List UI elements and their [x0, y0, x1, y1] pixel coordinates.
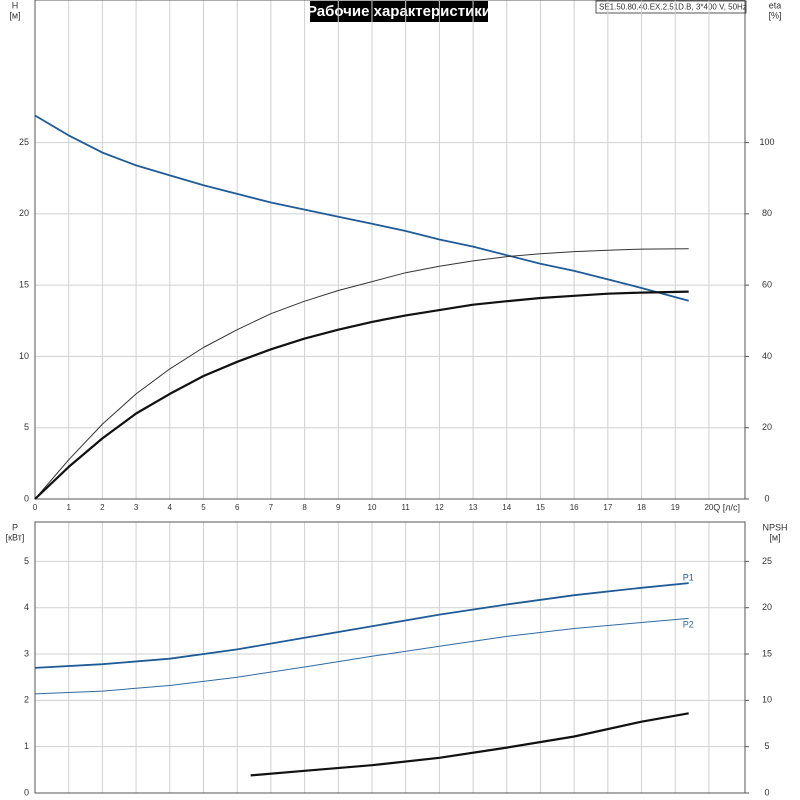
curve [34, 617, 689, 695]
x-tick-label: 8 [302, 503, 307, 512]
y-axis-label: P [12, 522, 18, 532]
y-axis-unit: [кВт] [6, 532, 25, 542]
x-tick-label: 6 [235, 503, 240, 512]
y-tick-label: 10 [19, 351, 29, 361]
x-tick-label: 9 [336, 503, 341, 512]
y-axis-label: H [12, 0, 19, 10]
y2-tick-label: 5 [764, 741, 769, 751]
x-tick-label: 10 [368, 503, 377, 512]
x-tick-label: 14 [502, 503, 511, 512]
x-tick-label: 11 [402, 503, 411, 512]
y2-axis-unit: [%] [768, 10, 781, 20]
x-tick-label: 18 [637, 503, 646, 512]
curve [34, 114, 689, 302]
y2-tick-label: 0 [764, 493, 769, 503]
x-tick-label: 20 [704, 503, 713, 512]
plot-frame [34, 0, 746, 500]
x-tick-label: 12 [435, 503, 444, 512]
x-tick-label: 19 [671, 503, 680, 512]
title-box [310, 1, 488, 22]
plot-frame [34, 521, 746, 794]
y2-tick-label: 40 [762, 351, 772, 361]
chart-title: Рабочие характеристики [307, 3, 491, 20]
y-tick-label: 15 [19, 280, 29, 290]
x-tick-label: 13 [469, 503, 478, 512]
y2-tick-label: 10 [762, 695, 772, 705]
legend-label: P2 [683, 620, 694, 630]
y-tick-label: 0 [24, 493, 29, 503]
x-tick-label: 0 [33, 503, 38, 512]
curve [250, 712, 689, 777]
y2-tick-label: 60 [762, 280, 772, 290]
y-tick-label: 3 [24, 648, 29, 658]
y2-tick-label: 100 [759, 137, 774, 147]
y2-tick-label: 80 [762, 208, 772, 218]
y-tick-label: 2 [24, 695, 29, 705]
x-tick-label: 2 [100, 503, 105, 512]
y2-tick-label: 15 [762, 648, 772, 658]
y2-tick-label: 20 [762, 602, 772, 612]
y-tick-label: 0 [24, 787, 29, 797]
x-tick-label: 17 [603, 503, 612, 512]
curve [34, 290, 689, 500]
x-tick-label: 3 [134, 503, 139, 512]
x-tick-label: 1 [66, 503, 71, 512]
x-tick-label: 4 [168, 503, 173, 512]
y-tick-label: 20 [19, 208, 29, 218]
y-tick-label: 4 [24, 602, 29, 612]
y-tick-label: 1 [24, 741, 29, 751]
y2-axis-label: eta [769, 0, 782, 10]
y-tick-label: 5 [24, 556, 29, 566]
model-label: SE1.50.80.40.EX.2.51D.B, 3*400 V, 50Hz [599, 3, 747, 12]
curve [34, 582, 689, 669]
legend-label: P1 [683, 573, 694, 583]
y-tick-label: 25 [19, 137, 29, 147]
x-tick-label: 5 [201, 503, 206, 512]
y-tick-label: 5 [24, 422, 29, 432]
x-tick-label: 7 [269, 503, 274, 512]
y2-tick-label: 20 [762, 422, 772, 432]
y2-axis-unit: [м] [769, 532, 780, 542]
x-axis-label: Q [л/с] [713, 502, 740, 512]
x-tick-label: 15 [536, 503, 545, 512]
x-tick-label: 16 [570, 503, 579, 512]
y2-tick-label: 0 [764, 787, 769, 797]
curve [34, 248, 689, 500]
y2-tick-label: 25 [762, 556, 772, 566]
y2-axis-label: NPSH [762, 522, 787, 532]
y-axis-unit: [м] [9, 10, 20, 20]
